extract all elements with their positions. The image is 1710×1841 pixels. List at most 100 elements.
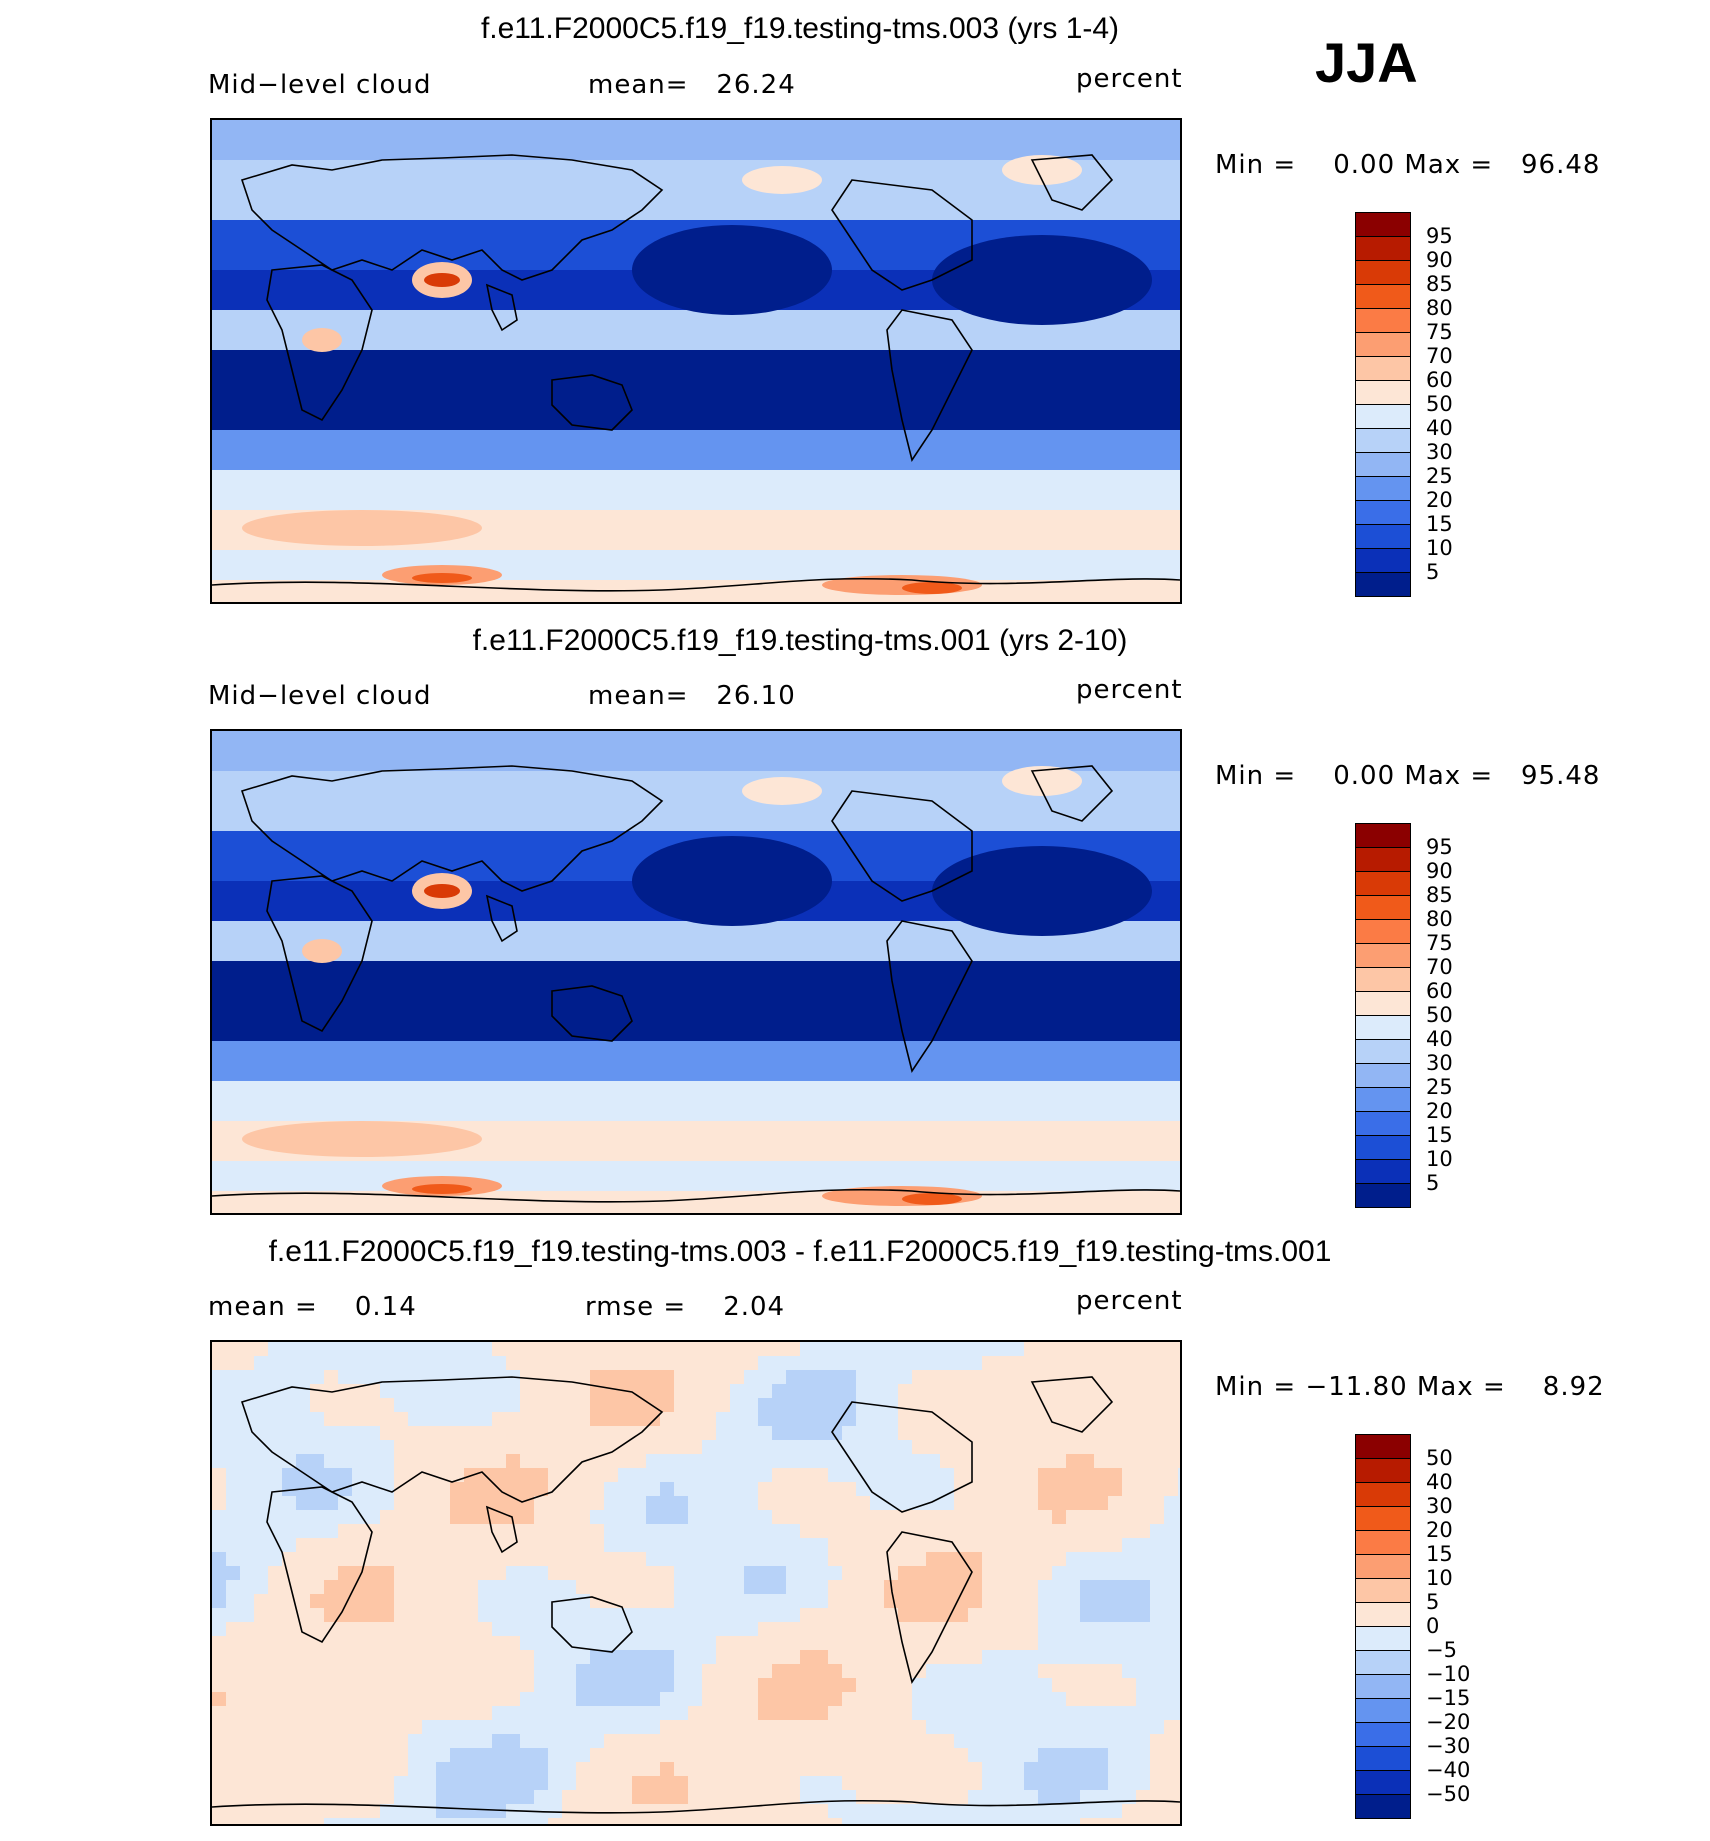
- panel-2-variable-label: Mid−level cloud: [208, 681, 432, 711]
- panel-3-units-label: percent: [1076, 1286, 1183, 1316]
- colorbar-swatch: [1355, 1064, 1411, 1088]
- colorbar-swatch: [1355, 1112, 1411, 1136]
- colorbar-swatch: [1355, 549, 1411, 573]
- colorbar-swatch: [1355, 1184, 1411, 1208]
- colorbar-tick-label: 70: [1426, 344, 1453, 368]
- colorbar-tick-label: 40: [1426, 416, 1453, 440]
- colorbar-swatch: [1355, 309, 1411, 333]
- panel-2-units-label: percent: [1076, 675, 1183, 705]
- colorbar-swatch: [1355, 1016, 1411, 1040]
- colorbar-tick-label: 80: [1426, 907, 1453, 931]
- season-label: JJA: [1315, 31, 1418, 94]
- colorbar-swatch: [1355, 823, 1411, 848]
- colorbar-tick-label: −5: [1426, 1638, 1457, 1662]
- colorbar-tick-label: 30: [1426, 1051, 1453, 1075]
- colorbar-tick-label: 60: [1426, 368, 1453, 392]
- colorbar-swatch: [1355, 1603, 1411, 1627]
- panel-3-colorbar: [1355, 1434, 1411, 1819]
- colorbar-swatch: [1355, 261, 1411, 285]
- panel-2-map: [210, 729, 1182, 1215]
- colorbar-tick-label: 50: [1426, 1446, 1453, 1470]
- colorbar-tick-label: 40: [1426, 1470, 1453, 1494]
- colorbar-tick-label: 15: [1426, 1542, 1453, 1566]
- colorbar-swatch: [1355, 1555, 1411, 1579]
- colorbar-swatch: [1355, 1459, 1411, 1483]
- colorbar-tick-label: −15: [1426, 1686, 1471, 1710]
- colorbar-swatch: [1355, 1723, 1411, 1747]
- colorbar-tick-label: 15: [1426, 512, 1453, 536]
- colorbar-tick-label: 10: [1426, 1566, 1453, 1590]
- colorbar-swatch: [1355, 285, 1411, 309]
- colorbar-tick-label: 90: [1426, 859, 1453, 883]
- colorbar-swatch: [1355, 848, 1411, 872]
- colorbar-swatch: [1355, 1747, 1411, 1771]
- colorbar-tick-label: −20: [1426, 1710, 1471, 1734]
- colorbar-swatch: [1355, 1675, 1411, 1699]
- colorbar-tick-label: 30: [1426, 1494, 1453, 1518]
- panel-3-minmax: Min = −11.80 Max = 8.92: [1215, 1372, 1605, 1402]
- colorbar-swatch: [1355, 968, 1411, 992]
- colorbar-tick-label: 60: [1426, 979, 1453, 1003]
- panel-3-rmse-label: rmse = 2.04: [585, 1292, 786, 1322]
- colorbar-tick-label: 40: [1426, 1027, 1453, 1051]
- colorbar-swatch: [1355, 1160, 1411, 1184]
- colorbar-tick-label: 10: [1426, 1147, 1453, 1171]
- colorbar-tick-label: 5: [1426, 560, 1440, 584]
- colorbar-swatch: [1355, 1040, 1411, 1064]
- colorbar-swatch: [1355, 381, 1411, 405]
- panel-3-mean-label: mean = 0.14: [208, 1292, 417, 1322]
- colorbar-swatch: [1355, 525, 1411, 549]
- colorbar-tick-label: 20: [1426, 1518, 1453, 1542]
- colorbar-tick-label: 90: [1426, 248, 1453, 272]
- colorbar-swatch: [1355, 1136, 1411, 1160]
- colorbar-swatch: [1355, 1434, 1411, 1459]
- colorbar-swatch: [1355, 1579, 1411, 1603]
- colorbar-tick-label: 25: [1426, 464, 1453, 488]
- colorbar-tick-label: −10: [1426, 1662, 1471, 1686]
- panel-1-colorbar: [1355, 212, 1411, 597]
- colorbar-tick-label: 80: [1426, 296, 1453, 320]
- colorbar-swatch: [1355, 1771, 1411, 1795]
- colorbar-swatch: [1355, 237, 1411, 261]
- colorbar-swatch: [1355, 405, 1411, 429]
- panel-1-mean-label: mean= 26.24: [588, 70, 796, 100]
- panel-2-title: f.e11.F2000C5.f19_f19.testing-tms.001 (y…: [472, 624, 1128, 657]
- colorbar-tick-label: 20: [1426, 488, 1453, 512]
- colorbar-tick-label: 10: [1426, 536, 1453, 560]
- colorbar-swatch: [1355, 573, 1411, 597]
- colorbar-tick-label: −50: [1426, 1782, 1471, 1806]
- field-layer: [212, 731, 1180, 1213]
- colorbar-swatch: [1355, 357, 1411, 381]
- colorbar-tick-label: 50: [1426, 392, 1453, 416]
- colorbar-swatch: [1355, 1651, 1411, 1675]
- panel-1-title: f.e11.F2000C5.f19_f19.testing-tms.003 (y…: [480, 12, 1120, 45]
- panel-1-map: [210, 118, 1182, 604]
- panel-2-mean-label: mean= 26.10: [588, 681, 796, 711]
- colorbar-tick-label: 85: [1426, 272, 1453, 296]
- colorbar-swatch: [1355, 1627, 1411, 1651]
- colorbar-swatch: [1355, 1531, 1411, 1555]
- colorbar-tick-label: −40: [1426, 1758, 1471, 1782]
- colorbar-swatch: [1355, 453, 1411, 477]
- panel-2-minmax: Min = 0.00 Max = 95.48: [1215, 761, 1601, 791]
- colorbar-tick-label: 70: [1426, 955, 1453, 979]
- colorbar-swatch: [1355, 429, 1411, 453]
- coastlines: [212, 765, 1180, 1203]
- colorbar-tick-label: 85: [1426, 883, 1453, 907]
- field-layer: [212, 120, 1180, 602]
- colorbar-swatch: [1355, 920, 1411, 944]
- colorbar-swatch: [1355, 896, 1411, 920]
- panel-1-variable-label: Mid−level cloud: [208, 70, 432, 100]
- colorbar-swatch: [1355, 944, 1411, 968]
- colorbar-tick-label: 20: [1426, 1099, 1453, 1123]
- colorbar-swatch: [1355, 1699, 1411, 1723]
- colorbar-swatch: [1355, 1795, 1411, 1819]
- colorbar-swatch: [1355, 333, 1411, 357]
- colorbar-swatch: [1355, 477, 1411, 501]
- colorbar-tick-label: −30: [1426, 1734, 1471, 1758]
- colorbar-tick-label: 50: [1426, 1003, 1453, 1027]
- colorbar-swatch: [1355, 1088, 1411, 1112]
- coastlines: [212, 1376, 1180, 1814]
- colorbar-swatch: [1355, 212, 1411, 237]
- colorbar-tick-label: 75: [1426, 320, 1453, 344]
